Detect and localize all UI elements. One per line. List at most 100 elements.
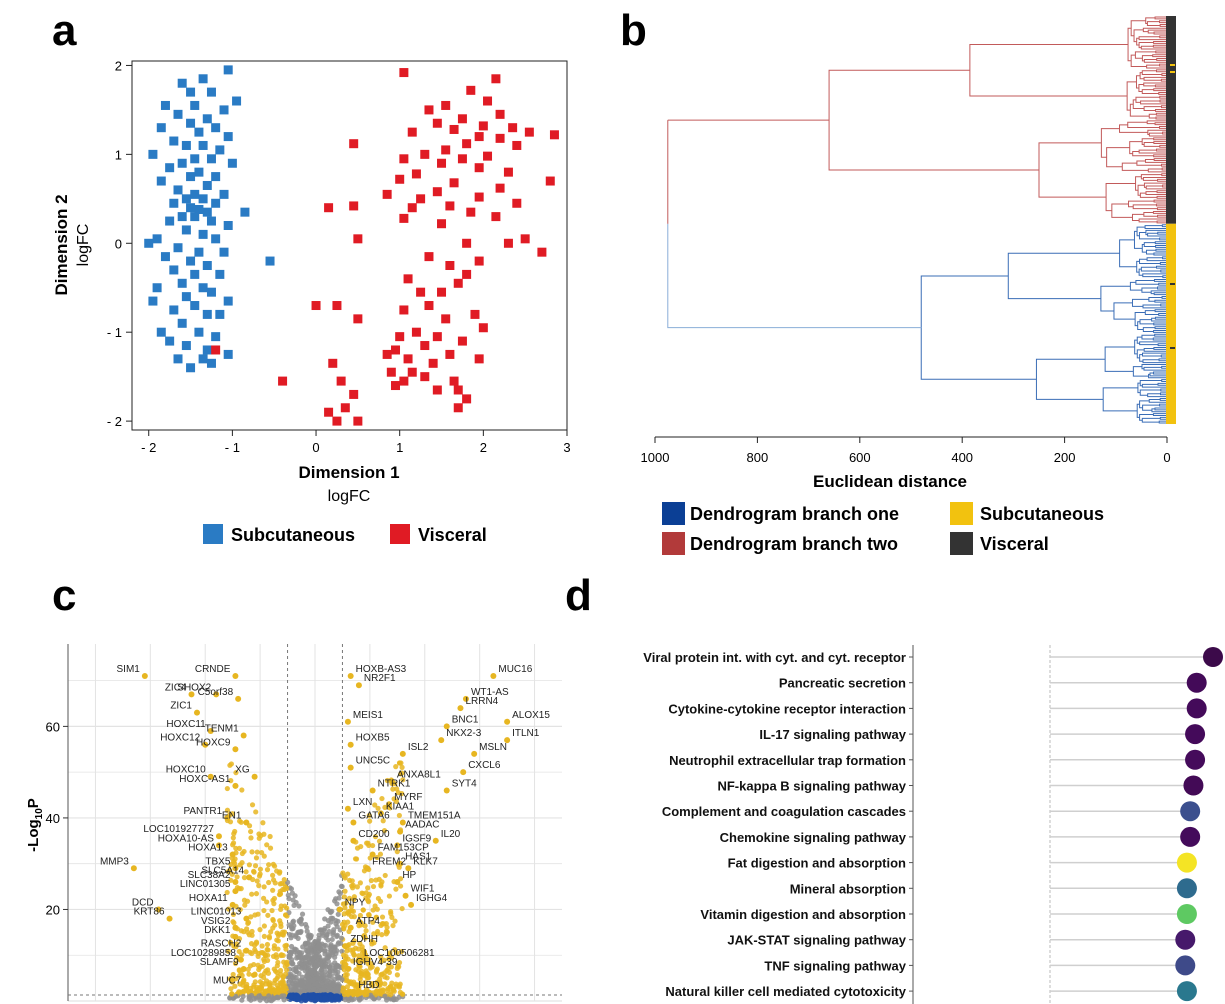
dendrogram-link (1153, 212, 1167, 214)
volcano-point (331, 927, 336, 932)
gene-label: IGHV4-39 (353, 957, 398, 968)
gene-label: NPY (345, 897, 366, 908)
gene-label: HOXB5 (356, 733, 390, 744)
volcano-point (261, 832, 266, 837)
gene-label: EN1 (222, 811, 242, 822)
volcano-point (265, 942, 270, 947)
point-subcutaneous (165, 337, 174, 346)
point-visceral (491, 74, 500, 83)
gene-point (337, 906, 343, 912)
dendrogram-link (1155, 17, 1167, 19)
x-tick-label: - 2 (141, 440, 156, 455)
point-visceral (466, 208, 475, 217)
volcano-point (255, 849, 260, 854)
dendrogram-link (1160, 399, 1167, 401)
point-subcutaneous (224, 65, 233, 74)
volcano-point (366, 893, 371, 898)
point-subcutaneous (211, 234, 220, 243)
point-visceral (332, 417, 341, 426)
dendrogram-link (1158, 344, 1167, 346)
dendrogram-link (1154, 348, 1167, 350)
volcano-point (364, 928, 369, 933)
point-subcutaneous (165, 163, 174, 172)
point-visceral (441, 101, 450, 110)
x-tick-label: 200 (1054, 450, 1076, 465)
dendrogram-link (1159, 21, 1167, 23)
volcano-point (317, 976, 322, 981)
volcano-point (307, 936, 312, 941)
volcano-point (318, 927, 323, 932)
volcano-point (289, 924, 294, 929)
point-subcutaneous (186, 172, 195, 181)
lollipop-dot (1180, 827, 1200, 847)
panel-label-d: d (565, 571, 592, 620)
point-subcutaneous (194, 248, 203, 257)
gene-point (348, 742, 354, 748)
volcano-point (248, 835, 253, 840)
point-subcutaneous (224, 297, 233, 306)
point-visceral (429, 359, 438, 368)
gene-point (232, 673, 238, 679)
volcano-point (387, 893, 392, 898)
point-visceral (445, 201, 454, 210)
gene-point (345, 719, 351, 725)
point-subcutaneous (186, 88, 195, 97)
volcano-point (329, 973, 334, 978)
point-visceral (437, 219, 446, 228)
dendrogram-link (1153, 338, 1167, 340)
dendrogram-link (1101, 129, 1119, 158)
point-subcutaneous (174, 354, 183, 363)
volcano-point (292, 893, 297, 898)
volcano-point (279, 903, 284, 908)
dendrogram-link (1157, 266, 1167, 268)
volcano-point (249, 951, 254, 956)
volcano-point (274, 976, 279, 981)
point-subcutaneous (178, 159, 187, 168)
volcano-point (341, 953, 346, 958)
volcano-point (330, 952, 335, 957)
legend-label-subcutaneous: Subcutaneous (231, 525, 355, 545)
dendrogram-link (1156, 110, 1167, 112)
dendrogram-link (1140, 415, 1154, 421)
point-visceral (408, 128, 417, 137)
volcano-point (365, 885, 370, 890)
dendrogram-link (1154, 32, 1167, 34)
volcano-point (309, 970, 314, 975)
volcano-point (241, 849, 246, 854)
gene-label: XG (235, 765, 250, 776)
annotation-subcutaneous (1166, 224, 1176, 424)
volcano-point (342, 889, 347, 894)
gene-point (232, 888, 238, 894)
point-visceral (475, 163, 484, 172)
volcano-point (305, 929, 310, 934)
point-visceral (332, 301, 341, 310)
dendrogram-link (1157, 196, 1167, 198)
pathway-label: Cytokine-cytokine receptor interaction (668, 701, 906, 716)
dendrogram-link (1160, 36, 1167, 38)
dendrogram-link (1155, 317, 1167, 319)
dendrogram-link (1137, 161, 1162, 165)
y-axis-title: Dimension 2 (52, 194, 71, 295)
point-visceral (433, 332, 442, 341)
point-visceral (391, 381, 400, 390)
volcano-point (241, 994, 246, 999)
volcano-point (254, 891, 259, 896)
dendrogram-link (1156, 113, 1167, 115)
point-visceral (483, 97, 492, 106)
volcano-point (272, 946, 277, 951)
volcano-point (382, 970, 387, 975)
volcano-point (263, 953, 268, 958)
volcano-point (266, 862, 271, 867)
point-visceral (475, 193, 484, 202)
point-subcutaneous (211, 123, 220, 132)
dendrogram-link (1160, 145, 1167, 147)
volcano-point (271, 877, 276, 882)
volcano-point (287, 955, 292, 960)
gene-point (408, 902, 414, 908)
volcano-point (274, 955, 279, 960)
point-visceral (496, 134, 505, 143)
volcano-point (288, 935, 293, 940)
point-subcutaneous (211, 332, 220, 341)
point-subcutaneous (190, 212, 199, 221)
volcano-point (291, 919, 296, 924)
